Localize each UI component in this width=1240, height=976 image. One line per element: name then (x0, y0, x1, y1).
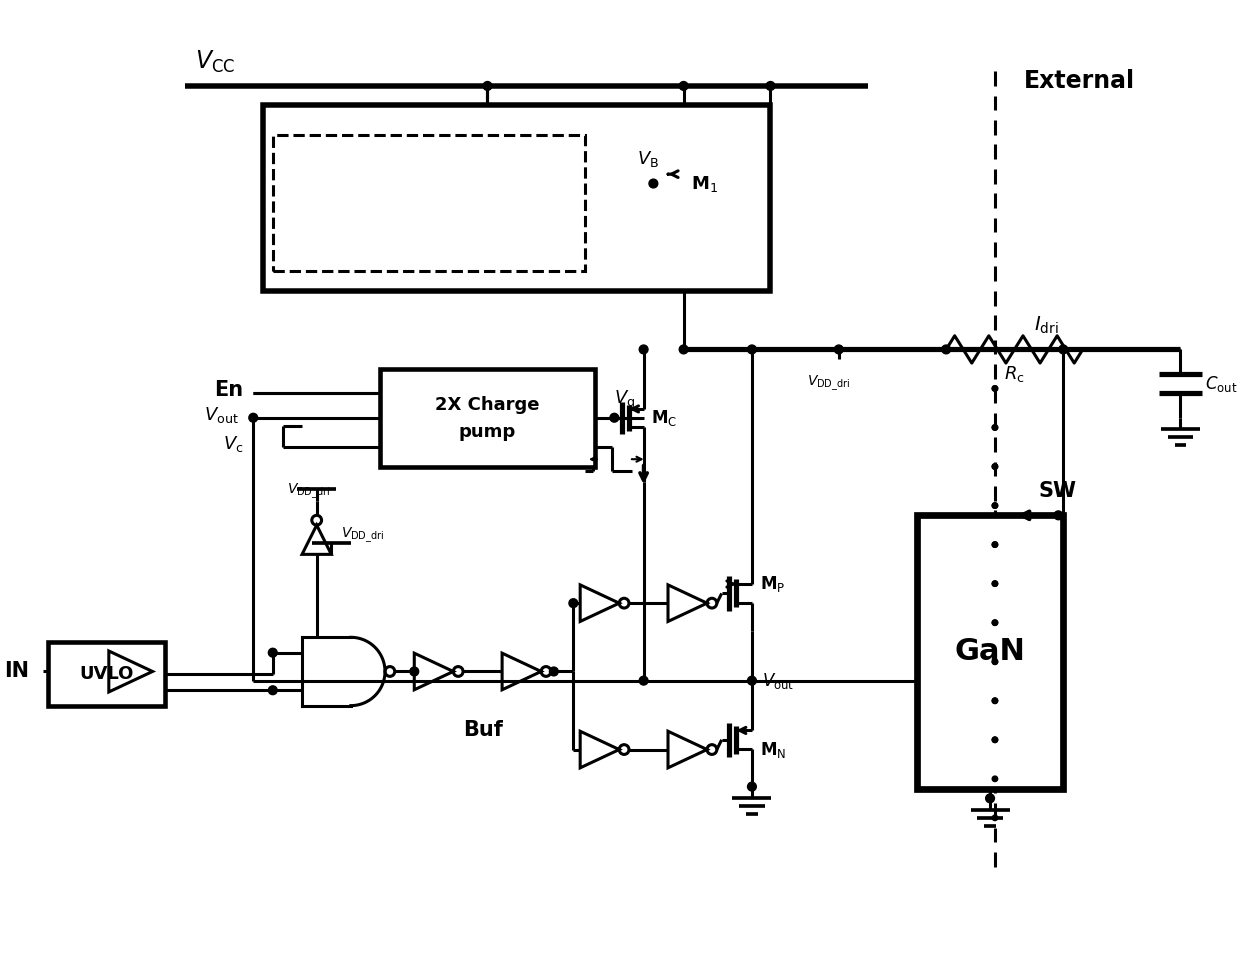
Text: $V_{\rm out}$: $V_{\rm out}$ (761, 671, 794, 691)
Text: 2X Charge: 2X Charge (435, 396, 539, 414)
Bar (381, 369, 595, 467)
Circle shape (649, 180, 657, 188)
Circle shape (992, 776, 998, 782)
Text: UVLO: UVLO (79, 665, 134, 683)
Circle shape (992, 698, 998, 704)
Circle shape (640, 676, 649, 685)
Bar (263, 105, 770, 291)
Circle shape (748, 676, 756, 685)
Bar (48, 642, 165, 706)
Circle shape (992, 737, 998, 743)
Circle shape (986, 793, 994, 802)
Circle shape (992, 542, 998, 548)
Circle shape (569, 598, 578, 607)
Bar (273, 135, 585, 271)
Circle shape (1059, 346, 1068, 354)
Text: IN: IN (4, 662, 29, 681)
Text: M$_{\rm N}$: M$_{\rm N}$ (760, 740, 786, 759)
Circle shape (680, 82, 688, 91)
Text: $V_{\rm DD\_dri}$: $V_{\rm DD\_dri}$ (807, 374, 851, 393)
Text: M$_{\rm P}$: M$_{\rm P}$ (760, 574, 785, 593)
Text: $V_{\rm B}$: $V_{\rm B}$ (637, 149, 660, 169)
Text: SW: SW (1039, 481, 1076, 501)
Circle shape (992, 503, 998, 508)
Circle shape (748, 782, 756, 791)
Text: $V_{\rm DD}$ regulator: $V_{\rm DD}$ regulator (362, 243, 476, 264)
Circle shape (992, 425, 998, 430)
Circle shape (992, 620, 998, 626)
Bar (916, 515, 1063, 789)
Text: M$_{\rm C}$: M$_{\rm C}$ (651, 408, 677, 427)
Circle shape (610, 414, 619, 423)
Circle shape (1054, 510, 1063, 519)
Circle shape (992, 464, 998, 469)
Circle shape (992, 581, 998, 587)
Text: External: External (1024, 69, 1136, 93)
Text: Buf: Buf (463, 720, 502, 740)
Circle shape (992, 386, 998, 391)
Circle shape (249, 414, 258, 423)
Circle shape (992, 659, 998, 665)
Text: $V_{\rm DD\_dri}$: $V_{\rm DD\_dri}$ (341, 525, 384, 545)
Text: M$_1$: M$_1$ (692, 174, 718, 193)
Text: $R_{\rm c}$: $R_{\rm c}$ (1004, 364, 1024, 384)
Circle shape (992, 737, 998, 743)
Circle shape (992, 386, 998, 391)
Circle shape (992, 815, 998, 821)
Circle shape (484, 82, 492, 91)
Circle shape (766, 82, 775, 91)
Circle shape (748, 346, 756, 354)
Circle shape (992, 620, 998, 626)
Text: pump: pump (459, 424, 516, 441)
Text: $V_{\rm g}$: $V_{\rm g}$ (614, 388, 636, 412)
Circle shape (268, 686, 278, 695)
Circle shape (992, 581, 998, 587)
Circle shape (992, 503, 998, 508)
Text: $V_{\rm CC}$: $V_{\rm CC}$ (195, 49, 234, 74)
Text: $V_{\rm c}$: $V_{\rm c}$ (223, 434, 243, 454)
Circle shape (549, 667, 558, 675)
Circle shape (992, 659, 998, 665)
Circle shape (992, 464, 998, 469)
Circle shape (410, 667, 419, 675)
Circle shape (992, 425, 998, 430)
Circle shape (640, 346, 649, 354)
Text: $V_{\rm DD\_dri}$: $V_{\rm DD\_dri}$ (288, 481, 331, 501)
Circle shape (680, 346, 688, 354)
Circle shape (992, 698, 998, 704)
Circle shape (268, 648, 278, 657)
Text: Bias circuit: Bias circuit (368, 179, 490, 198)
Circle shape (941, 346, 951, 354)
Text: En: En (215, 381, 243, 400)
Text: $V_{\rm out}$: $V_{\rm out}$ (203, 405, 238, 425)
Text: $I_{\rm dri}$: $I_{\rm dri}$ (1034, 314, 1059, 336)
Text: $C_{\rm out}$: $C_{\rm out}$ (1205, 374, 1238, 393)
Circle shape (835, 346, 843, 354)
Circle shape (992, 542, 998, 548)
Text: GaN: GaN (955, 637, 1025, 667)
